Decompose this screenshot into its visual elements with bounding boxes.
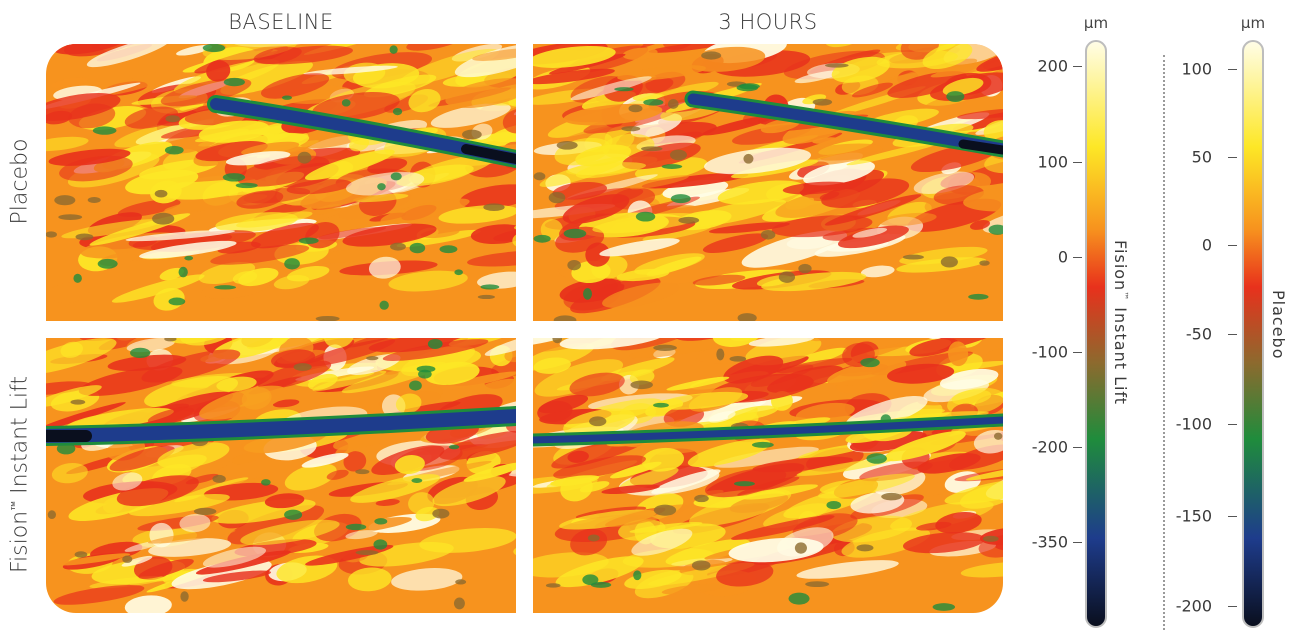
scale2-title: Placebo	[1269, 290, 1288, 359]
scale1-tick-label: -100	[1008, 343, 1068, 362]
scale2-tick-label: -50	[1152, 325, 1212, 344]
column-header-3-hours: 3 HOURS	[533, 10, 1003, 34]
scale1-tick-mark	[1073, 66, 1082, 67]
scale1-title-rest: Instant Lift	[1111, 301, 1130, 405]
map-placebo-3-hours	[533, 44, 1003, 321]
scale1-tick-label: 0	[1008, 248, 1068, 267]
scale1-tick-label: 100	[1008, 153, 1068, 172]
scale1-tick-mark	[1073, 352, 1082, 353]
scale2-unit: µm	[1233, 14, 1273, 32]
map-placebo-baseline	[46, 44, 516, 321]
scale1-title: Fision™ Instant Lift	[1111, 240, 1130, 405]
row-label-fision-tm: ™	[10, 501, 21, 511]
scale2-tick-mark	[1228, 606, 1237, 607]
scale1-tick-mark	[1073, 162, 1082, 163]
scale2-tick-label: -200	[1152, 597, 1212, 616]
map-fision-3-hours	[533, 338, 1003, 613]
row-label-fision-name: Fision	[8, 511, 33, 573]
scale1-tick-label: 200	[1008, 57, 1068, 76]
row-label-fision: Fision™ Instant Lift	[8, 375, 33, 575]
row-label-placebo: Placebo	[8, 145, 33, 225]
scale2-tick-label: 50	[1152, 148, 1212, 167]
scale2-color-bar	[1242, 40, 1264, 628]
scale2-tick-label: -150	[1152, 507, 1212, 526]
scale2-tick-mark	[1228, 69, 1237, 70]
scale1-tick-label: -200	[1008, 438, 1068, 457]
scale1-tick-label: -350	[1008, 533, 1068, 552]
map-fision-baseline	[46, 338, 516, 613]
scale2-tick-mark	[1228, 245, 1237, 246]
scale1-tick-mark	[1073, 447, 1082, 448]
scale2-tick-label: 100	[1152, 60, 1212, 79]
scale2-tick-mark	[1228, 516, 1237, 517]
scale1-unit: µm	[1076, 14, 1116, 32]
column-header-baseline: BASELINE	[46, 10, 516, 34]
scale2-tick-mark	[1228, 157, 1237, 158]
scale1-tick-mark	[1073, 257, 1082, 258]
scale2-tick-mark	[1228, 424, 1237, 425]
scale2-tick-label: 0	[1152, 236, 1212, 255]
scale1-color-bar	[1085, 40, 1107, 628]
scale1-title-name: Fision	[1111, 240, 1130, 291]
scale2-tick-mark	[1228, 334, 1237, 335]
row-label-fision-rest: Instant Lift	[8, 376, 33, 501]
scale2-tick-label: -100	[1152, 415, 1212, 434]
scale1-tick-mark	[1073, 542, 1082, 543]
scale1-title-tm: ™	[1118, 291, 1128, 301]
